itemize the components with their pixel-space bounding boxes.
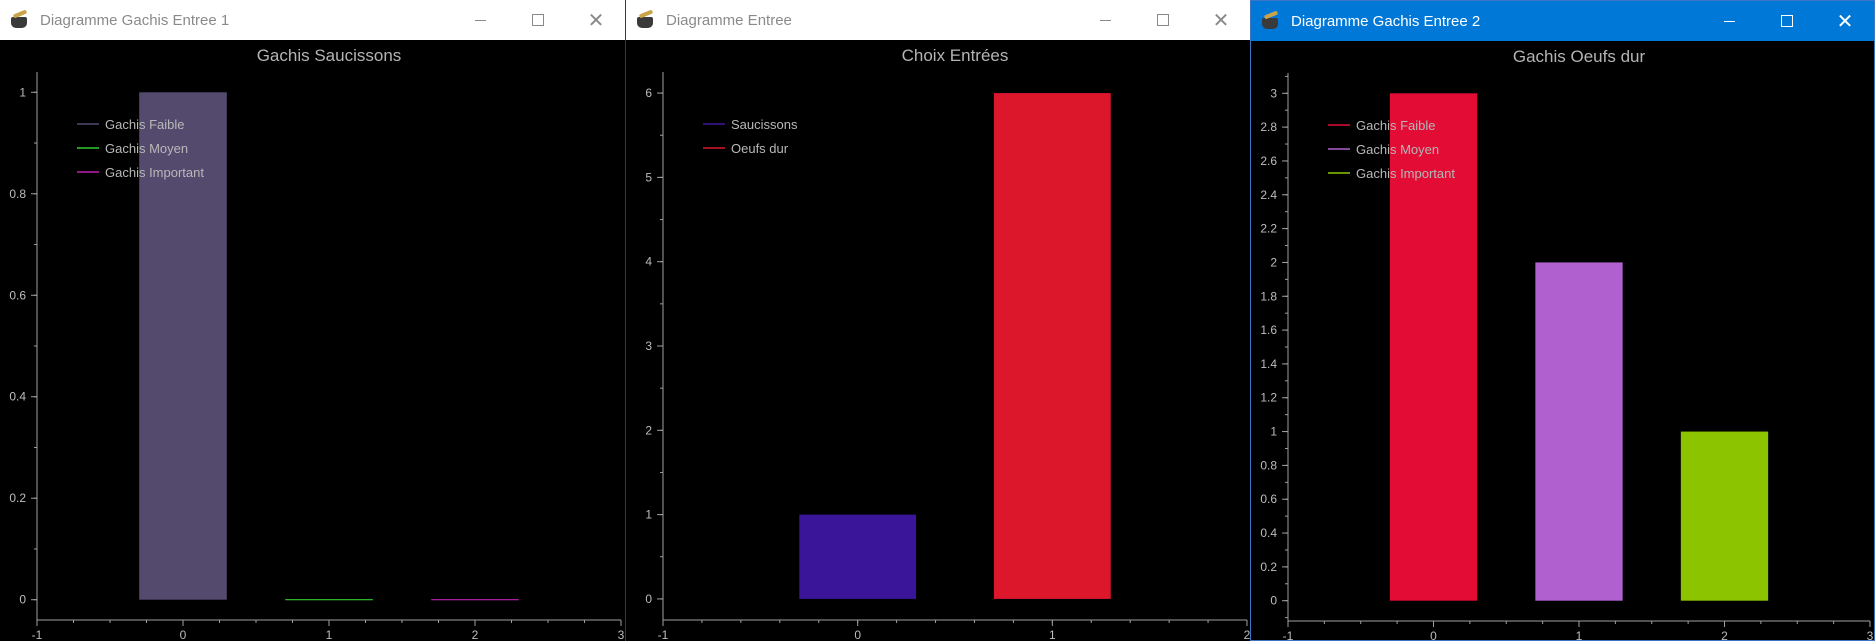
bar-2 <box>1680 431 1769 601</box>
bar-0 <box>799 514 917 599</box>
legend-label: Gachis Moyen <box>105 141 188 156</box>
cooking-pot-icon <box>1261 10 1281 30</box>
y-tick-label: 2.6 <box>1260 154 1277 168</box>
y-tick-label: 1 <box>1270 425 1277 439</box>
y-tick-label: 2 <box>645 423 652 437</box>
window-entree: Diagramme Entree ✕ Choix Entrées 0 1 2 3 4 5 6 -… <box>625 0 1250 641</box>
legend-label: Saucissons <box>731 117 798 132</box>
x-tick-label: 2 <box>1721 629 1728 640</box>
legend-label: Gachis Faible <box>105 117 184 132</box>
close-button[interactable]: ✕ <box>587 9 605 32</box>
cooking-pot-icon <box>636 9 656 29</box>
y-tick-label: 3 <box>1270 86 1277 100</box>
chart-choix-entrees: Choix Entrées 0 1 2 3 4 5 6 -1 0 1 2 Saucissons Oeufs… <box>645 46 1250 641</box>
window-title: Diagramme Entree <box>666 11 792 29</box>
title-bar[interactable]: Diagramme Gachis Entree 1 ✕ <box>0 0 625 40</box>
x-tick-label: -1 <box>1283 629 1294 640</box>
x-tick-label: 2 <box>472 628 479 641</box>
window-gachis-entree-1: Diagramme Gachis Entree 1 ✕ Gachis Sauci… <box>0 0 625 641</box>
legend-label: Oeufs dur <box>731 141 789 156</box>
window-title: Diagramme Gachis Entree 1 <box>40 11 230 29</box>
y-tick-label: 0 <box>1270 594 1277 608</box>
x-tick-label: -1 <box>658 628 669 641</box>
x-tick-label: 2 <box>1244 628 1250 641</box>
maximize-button[interactable] <box>1134 0 1192 40</box>
title-bar[interactable]: Diagramme Entree ✕ <box>626 0 1250 40</box>
window-gachis-entree-2: Diagramme Gachis Entree 2 ✕ Gachis Oeufs… <box>1250 0 1875 641</box>
minimize-button[interactable] <box>1700 1 1758 41</box>
y-tick-label: 4 <box>645 255 652 269</box>
bar-0 <box>1389 93 1478 601</box>
title-bar[interactable]: Diagramme Gachis Entree 2 ✕ <box>1251 1 1874 41</box>
y-tick-label: 5 <box>645 170 652 184</box>
y-tick-label: 0.2 <box>9 491 26 505</box>
bar-1 <box>993 93 1111 599</box>
y-tick-label: 1.8 <box>1260 289 1277 303</box>
legend: Gachis Faible Gachis Moyen Gachis Importan… <box>77 117 204 180</box>
close-button[interactable]: ✕ <box>1212 9 1230 32</box>
axes: 0 0.2 0.4 0.6 0.8 1 1.2 1.4 1.6 1.8 2 2.2 2.4 2.6 2.8 3… <box>1260 73 1874 640</box>
y-tick-label: 0.6 <box>1260 492 1277 506</box>
y-tick-label: 0.4 <box>9 390 26 404</box>
y-tick-label: 2 <box>1270 255 1277 269</box>
close-button[interactable]: ✕ <box>1836 10 1854 33</box>
legend-label: Gachis Important <box>105 165 204 180</box>
x-tick-label: 1 <box>1049 628 1056 641</box>
y-tick-label: 0 <box>645 592 652 606</box>
x-tick-label: 0 <box>854 628 861 641</box>
y-tick-label: 0.2 <box>1260 560 1277 574</box>
minimize-button[interactable] <box>1076 0 1134 40</box>
legend-label: Gachis Important <box>1356 166 1455 181</box>
maximize-button[interactable] <box>1758 1 1816 41</box>
y-tick-label: 2.2 <box>1260 222 1277 236</box>
legend-label: Gachis Moyen <box>1356 142 1439 157</box>
y-tick-label: 1 <box>645 508 652 522</box>
y-tick-label: 3 <box>645 339 652 353</box>
x-tick-label: 1 <box>1576 629 1583 640</box>
legend: Saucissons Oeufs dur <box>703 117 798 156</box>
y-tick-label: 0.4 <box>1260 526 1277 540</box>
x-tick-label: 3 <box>618 628 625 641</box>
y-tick-label: 0.6 <box>9 288 26 302</box>
chart-gachis-saucissons: Gachis Saucissons 0 0.2 0.4 0.6 0.8 1 -1 0 1 2 3 Gac… <box>9 46 625 641</box>
y-tick-label: 1.4 <box>1260 357 1277 371</box>
x-tick-label: 0 <box>1430 629 1437 640</box>
y-tick-label: 2.4 <box>1260 188 1277 202</box>
legend-label: Gachis Faible <box>1356 118 1435 133</box>
bar-0 <box>139 92 227 600</box>
bar-1 <box>1535 262 1623 601</box>
x-tick-label: 1 <box>326 628 333 641</box>
chart-title: Gachis Oeufs dur <box>1513 47 1646 66</box>
x-tick-label: -1 <box>32 628 43 641</box>
x-tick-label: 3 <box>1867 629 1874 640</box>
y-tick-label: 0.8 <box>1260 458 1277 472</box>
minimize-button[interactable] <box>451 0 509 40</box>
y-tick-label: 1.2 <box>1260 391 1277 405</box>
x-tick-label: 0 <box>180 628 187 641</box>
axes: 0 0.2 0.4 0.6 0.8 1 -1 0 1 2 3 <box>9 72 625 641</box>
cooking-pot-icon <box>10 9 30 29</box>
y-tick-label: 0 <box>19 593 26 607</box>
y-tick-label: 2.8 <box>1260 120 1277 134</box>
maximize-button[interactable] <box>509 0 567 40</box>
chart-title: Gachis Saucissons <box>257 46 402 65</box>
chart-title: Choix Entrées <box>902 46 1009 65</box>
window-title: Diagramme Gachis Entree 2 <box>1291 12 1481 30</box>
y-tick-label: 1.6 <box>1260 323 1277 337</box>
y-tick-label: 0.8 <box>9 187 26 201</box>
y-tick-label: 6 <box>645 86 652 100</box>
y-tick-label: 1 <box>19 85 26 99</box>
chart-gachis-oeufs-dur: Gachis Oeufs dur 0 0.2 0.4 0.6 0.8 1 1.2 1.4 1.6 1… <box>1260 47 1874 640</box>
legend: Gachis Faible Gachis Moyen Gachis Importan… <box>1328 118 1455 181</box>
axes: 0 1 2 3 4 5 6 -1 0 1 2 <box>645 72 1250 641</box>
